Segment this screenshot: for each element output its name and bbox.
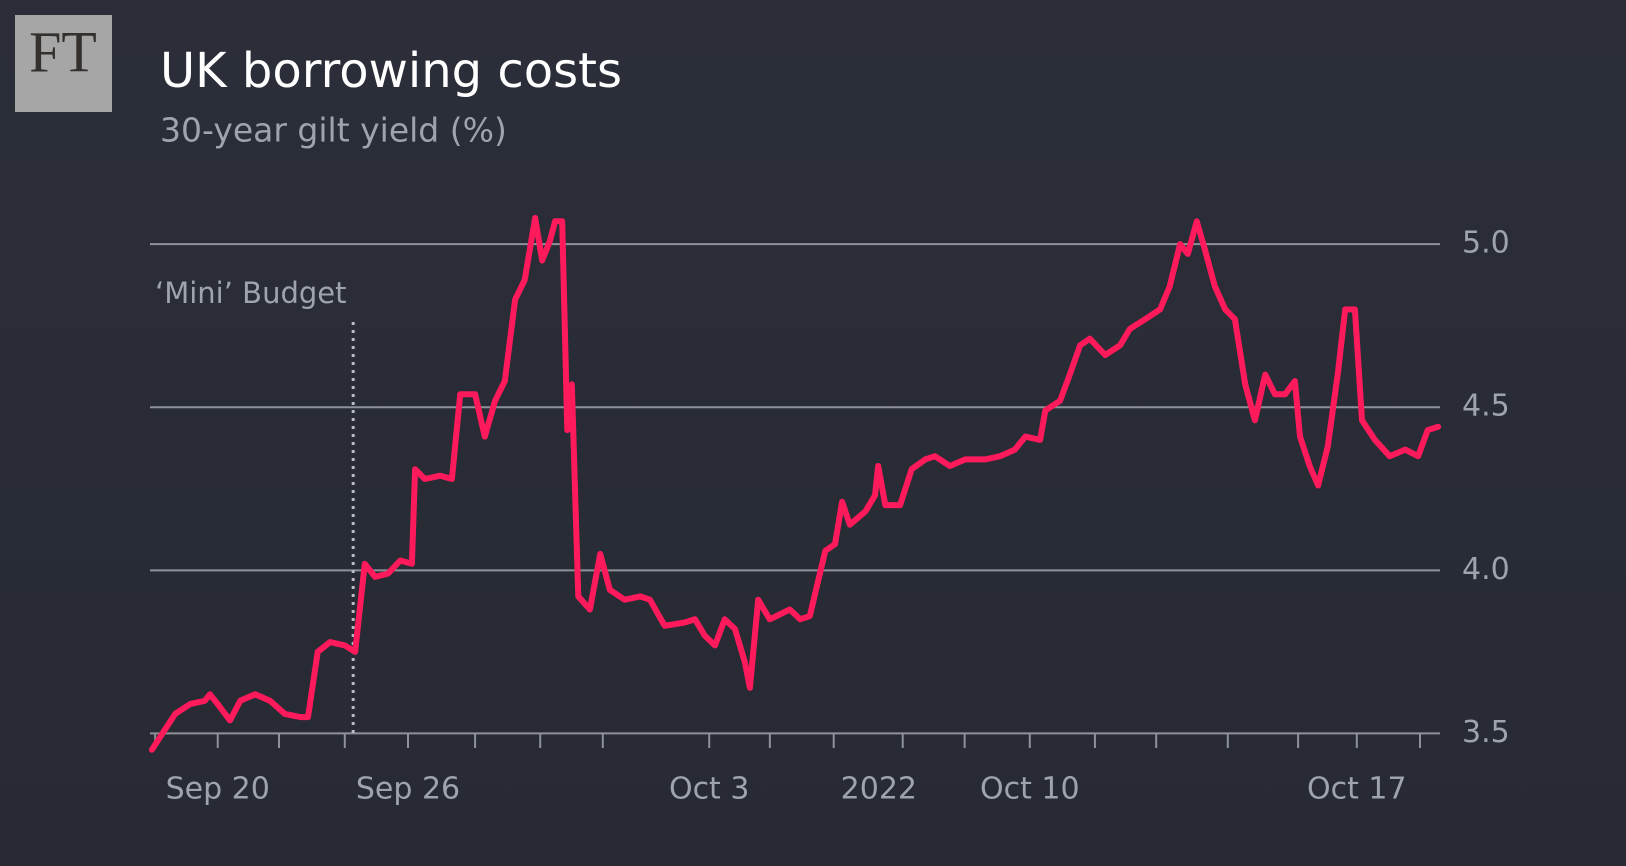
x-tick-label: Oct 17	[1307, 772, 1407, 807]
line	[148, 215, 1442, 753]
y-tick-label: 3.5	[1462, 715, 1510, 750]
annotation: ‘Mini’ Budget	[155, 276, 346, 310]
y-tick-label: 5.0	[1462, 226, 1510, 261]
logo-box	[15, 15, 112, 112]
chart-subtitle: 30-year gilt yield (%)	[160, 111, 507, 150]
x-tick-label: Sep 26	[356, 772, 460, 807]
x-tick-label: Oct 3	[669, 772, 750, 807]
x-tick-label: Sep 20	[166, 772, 270, 807]
chart-title: UK borrowing costs	[160, 43, 622, 99]
y-tick-label: 4.0	[1462, 552, 1510, 587]
x-tick-label: Oct 10	[980, 772, 1080, 807]
logo: FT	[29, 19, 97, 84]
y-tick-label: 4.5	[1462, 389, 1510, 424]
year-label: 2022	[841, 772, 917, 807]
